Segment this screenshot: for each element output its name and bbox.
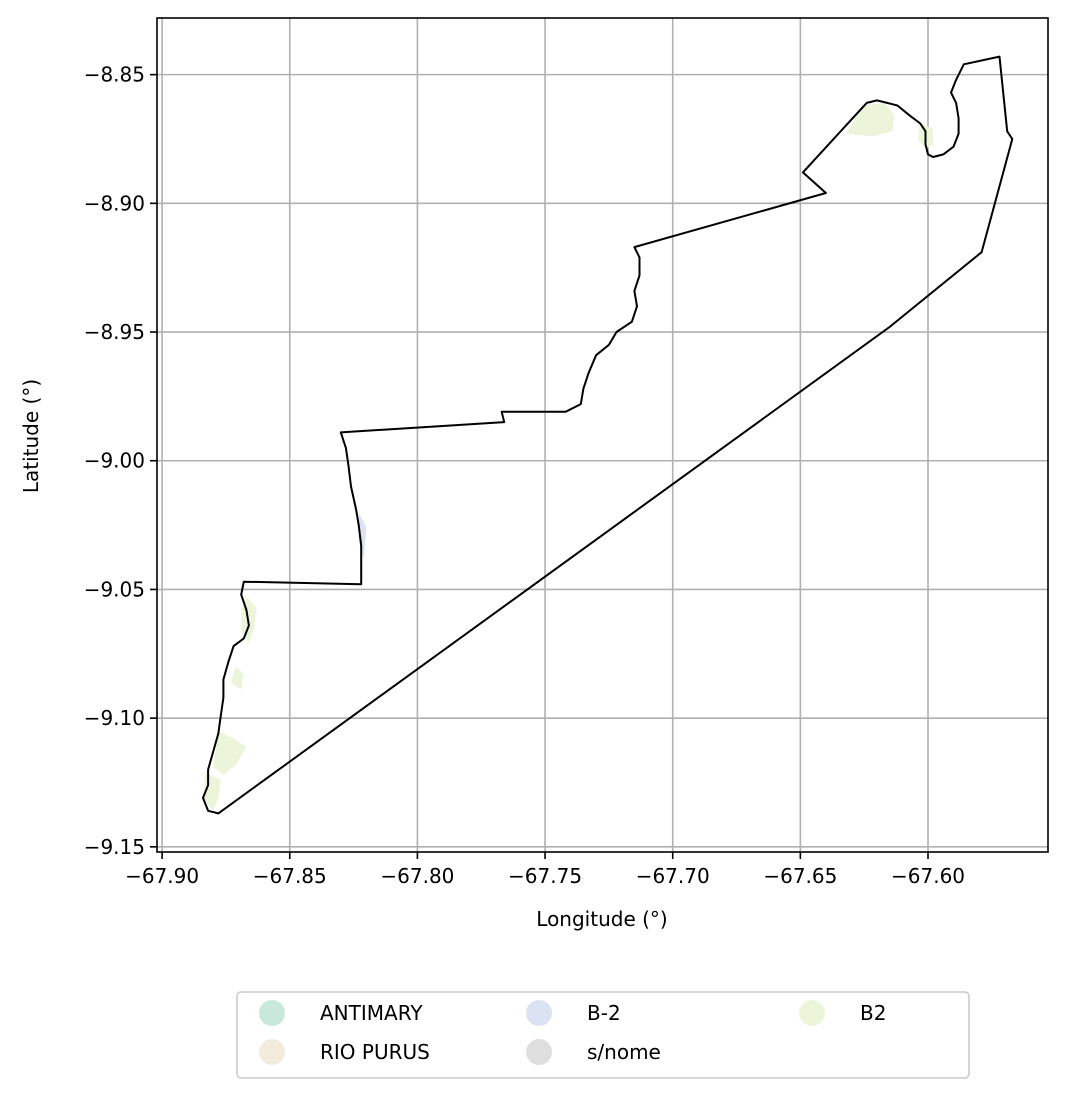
legend-swatch-antimary	[259, 1000, 285, 1026]
y-tick-label-3: −9.00	[84, 449, 145, 473]
y-tick-label-5: −9.10	[84, 706, 145, 730]
x-tick-label-2: −67.80	[380, 864, 454, 888]
y-tick-label-1: −8.90	[84, 191, 145, 215]
x-tick-label-4: −67.70	[636, 864, 710, 888]
y-tick-label-4: −9.05	[84, 577, 145, 601]
axis-ticks: −67.90 −67.85 −67.80 −67.75 −67.70 −67.65 −67.…	[84, 63, 965, 888]
legend-label-rio-purus: RIO PURUS	[320, 1040, 430, 1064]
legend-label-b2: B2	[860, 1001, 886, 1025]
boundary-outline	[202, 55, 1014, 815]
grid-lines	[157, 18, 1048, 852]
x-axis-title: Longitude (°)	[536, 907, 667, 931]
y-tick-label-2: −8.95	[84, 320, 145, 344]
x-tick-label-5: −67.65	[763, 864, 837, 888]
patch-b2-3	[231, 666, 244, 690]
legend-frame	[236, 991, 970, 1079]
y-axis-title: Latitude (°)	[19, 379, 43, 493]
patch-b2-0	[846, 102, 895, 137]
legend-label-b-2: B-2	[587, 1001, 621, 1025]
legend-label-s-nome: s/nome	[587, 1040, 661, 1064]
legend-swatch-b2	[799, 1000, 825, 1026]
x-tick-label-6: −67.60	[891, 864, 965, 888]
x-tick-label-1: −67.85	[253, 864, 327, 888]
landuse-patches	[203, 102, 934, 811]
legend-swatch-rio-purus	[259, 1039, 285, 1065]
x-tick-label-0: −67.90	[125, 864, 199, 888]
legend: ANTIMARY B-2 B2 RIO PURUS s/nome	[236, 991, 970, 1079]
patch-b2-4	[213, 731, 247, 775]
y-tick-label-0: −8.85	[84, 63, 145, 87]
axes-frame	[156, 17, 1049, 853]
legend-swatch-s-nome	[526, 1039, 552, 1065]
x-tick-label-3: −67.75	[508, 864, 582, 888]
y-tick-label-6: −9.15	[84, 835, 145, 859]
legend-swatch-b-2	[526, 1000, 552, 1026]
legend-label-antimary: ANTIMARY	[320, 1001, 423, 1025]
